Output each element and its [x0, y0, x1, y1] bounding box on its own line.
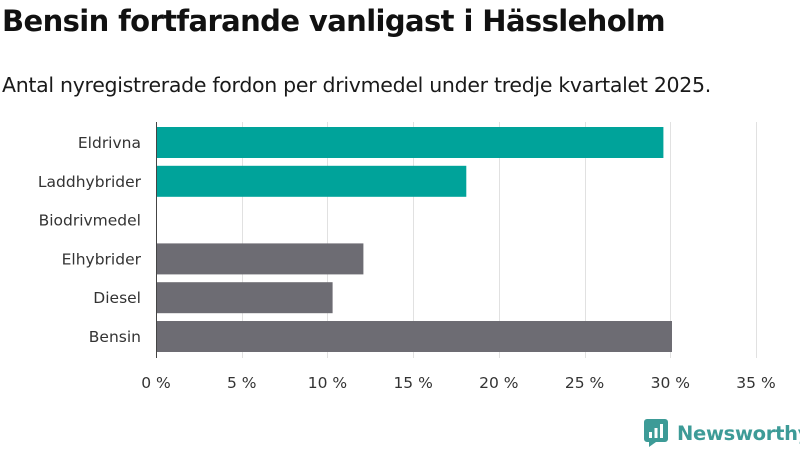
newsworthy-logo: Newsworthy — [644, 419, 800, 447]
category-label: Eldrivna — [78, 134, 141, 152]
category-label: Laddhybrider — [38, 173, 142, 191]
bars — [156, 127, 672, 352]
x-tick-label: 35 % — [736, 374, 775, 392]
x-tick-label: 30 % — [651, 374, 690, 392]
category-label: Elhybrider — [62, 250, 142, 268]
x-tick-label: 10 % — [308, 374, 347, 392]
x-tick-label: 25 % — [565, 374, 604, 392]
category-labels: Eldrivna Laddhybrider Biodrivmedel Elhybrid… — [38, 134, 142, 346]
x-tick-label: 15 % — [393, 374, 432, 392]
x-tick-label: 20 % — [479, 374, 518, 392]
bar-diesel — [156, 282, 333, 314]
category-label: Diesel — [93, 289, 141, 307]
x-axis: 0 % 5 % 10 % 15 % 20 % 25 % 30 % 35 % — [141, 122, 776, 392]
x-tick-label: 5 % — [227, 374, 257, 392]
category-label: Biodrivmedel — [39, 212, 141, 230]
newsworthy-logo-text: Newsworthy — [677, 421, 800, 445]
bar-elhybrider — [156, 243, 364, 275]
x-tick-label: 0 % — [141, 374, 171, 392]
category-label: Bensin — [89, 328, 141, 346]
bar-bensin — [156, 321, 672, 352]
bar-chart: 0 % 5 % 10 % 15 % 20 % 25 % 30 % 35 % Eldrivna L… — [38, 122, 776, 392]
bar-eldrivna — [156, 127, 664, 158]
chart-subtitle: Antal nyregistrerade fordon per drivmede… — [2, 73, 712, 97]
bar-laddhybrider — [156, 165, 467, 197]
chart-title: Bensin fortfarande vanligast i Hässlehol… — [2, 4, 666, 38]
grid-lines — [242, 122, 757, 358]
newsworthy-logo-icon — [644, 419, 668, 447]
